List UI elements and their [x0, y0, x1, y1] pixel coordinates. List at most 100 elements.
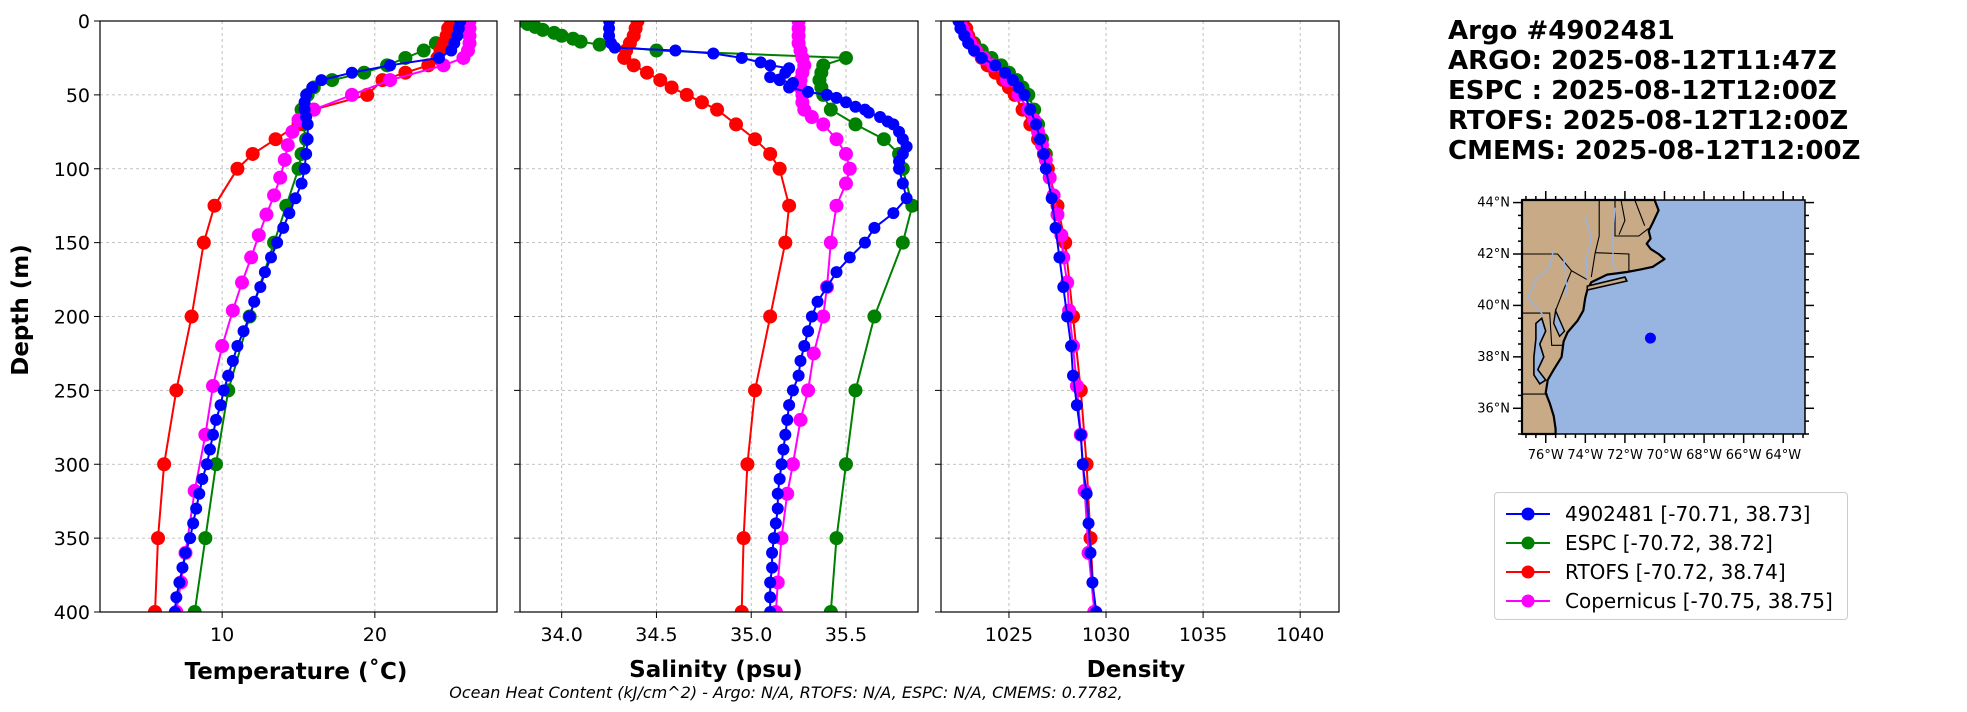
salinity-argo-point: [805, 310, 818, 323]
temperature-argo-point: [200, 458, 213, 471]
salinity-argo-point: [868, 221, 881, 234]
map-float-marker: [1644, 332, 1656, 344]
salinity-argo-point: [781, 413, 794, 426]
temperature-rtofs-point: [151, 531, 166, 546]
density-tick-label: 1025: [985, 624, 1033, 646]
espc-time: ESPC : 2025-08-12T12:00Z: [1448, 76, 1837, 106]
salinity-argo-point: [802, 325, 815, 338]
temperature-argo-point: [300, 147, 313, 160]
density-argo-point: [968, 44, 981, 57]
temperature-argo-point: [301, 133, 314, 146]
temperature-copernicus-point: [205, 378, 220, 393]
legend-item-rtofs: RTOFS [-70.72, 38.74]: [1503, 557, 1839, 586]
density-axis-label: Density: [1087, 657, 1186, 683]
density-argo-point: [1057, 280, 1070, 293]
temperature-rtofs-point: [207, 198, 222, 213]
density-argo-point: [1067, 369, 1080, 382]
salinity-espc-point: [867, 309, 882, 324]
map-river: [1527, 248, 1555, 317]
temperature-rtofs-point: [184, 309, 199, 324]
map-frame: [1521, 199, 1806, 435]
legend-label-espc: ESPC [-70.72, 38.72]: [1565, 530, 1773, 555]
legend-marker: [1506, 536, 1550, 549]
density-series-group: [952, 21, 1103, 612]
temperature-argo-point: [203, 443, 216, 456]
salinity-copernicus-point: [804, 110, 819, 125]
map-long-island: [1586, 276, 1629, 292]
salinity-argo-point: [792, 369, 805, 382]
density-argo-point: [999, 66, 1012, 79]
temperature-argo-point: [226, 354, 239, 367]
salinity-rtofs-point: [778, 235, 793, 250]
temperature-argo-point: [271, 236, 284, 249]
salinity-copernicus-point: [816, 117, 831, 132]
temperature-argo-point: [179, 546, 192, 559]
salinity-argo-point: [839, 96, 852, 109]
temperature-argo-point: [196, 473, 209, 486]
legend-marker-dot: [1521, 536, 1535, 549]
salinity-copernicus-point: [823, 235, 838, 250]
salinity-argo-point: [830, 266, 843, 279]
salinity-rtofs-point: [748, 383, 763, 398]
salinity-espc-point: [829, 531, 844, 546]
temperature-espc-point: [357, 65, 372, 80]
density-argo-point: [1039, 162, 1052, 175]
temperature-panel: 0 50 100 150 200 250 300 350 400 10 20: [54, 11, 498, 646]
temperature-copernicus-point: [383, 73, 398, 88]
salinity-panel: 34.0 34.5 35.0 35.5: [514, 20, 919, 646]
cmems-time: CMEMS: 2025-08-12T12:00Z: [1448, 136, 1861, 166]
salinity-tick-label: 35.0: [730, 624, 772, 646]
salinity-axis-label: Salinity (psu): [629, 657, 803, 683]
density-argo-point: [1065, 340, 1078, 353]
map-lon-label: 76°W: [1528, 448, 1564, 463]
salinity-argo-point: [707, 47, 720, 60]
temperature-copernicus-point: [344, 87, 359, 102]
temperature-argo-point: [254, 280, 267, 293]
temperature-espc-point: [209, 457, 224, 472]
salinity-rtofs-point: [736, 531, 751, 546]
density-argo-point: [1084, 546, 1097, 559]
map-state-border: [1595, 252, 1630, 272]
temperature-argo-point: [432, 51, 445, 64]
map-lat-label: 36°N: [1477, 401, 1510, 416]
temperature-argo-point: [237, 325, 250, 338]
salinity-copernicus-point: [838, 176, 853, 191]
map-lon-label: 70°W: [1647, 448, 1683, 463]
density-tick-label: 1030: [1082, 624, 1130, 646]
salinity-frame: [519, 20, 919, 613]
temperature-argo-point: [168, 606, 181, 612]
depth-tick-label: 400: [54, 602, 90, 624]
density-argo-point: [989, 59, 1002, 72]
temperature-argo-point: [231, 340, 244, 353]
salinity-espc-point: [554, 28, 569, 43]
rtofs-time: RTOFS: 2025-08-12T12:00Z: [1448, 106, 1849, 136]
temperature-copernicus-point: [456, 50, 471, 65]
map-state-border: [1618, 199, 1626, 235]
salinity-argo-point: [811, 295, 824, 308]
temperature-argo-point: [384, 59, 397, 72]
salinity-tick-label: 35.5: [825, 624, 867, 646]
salinity-tick-label: 34.0: [541, 624, 583, 646]
salinity-argo-point: [608, 41, 621, 54]
map-lon-label: 74°W: [1567, 448, 1603, 463]
salinity-rtofs-point: [763, 309, 778, 324]
legend-item-argo: 4902481 [-70.71, 38.73]: [1503, 499, 1839, 528]
legend-swatch-argo: [1503, 504, 1553, 524]
temperature-axis-label: Temperature (˚C): [185, 658, 408, 685]
salinity-espc-point: [823, 102, 838, 117]
legend-marker-dot: [1521, 594, 1535, 607]
temperature-argo-point: [301, 118, 314, 131]
temperature-copernicus-point: [244, 250, 259, 265]
density-argo-point: [975, 51, 988, 64]
density-argo-point: [1070, 399, 1083, 412]
salinity-argo-point: [821, 88, 834, 101]
salinity-espc-point: [848, 383, 863, 398]
legend-swatch-copernicus: [1503, 591, 1553, 611]
salinity-argo-point: [821, 280, 834, 293]
salinity-argo-point: [783, 399, 796, 412]
salinity-argo-point: [764, 59, 777, 72]
legend-marker-dot: [1521, 507, 1535, 520]
salinity-argo-point: [669, 44, 682, 57]
salinity-argo-point: [735, 51, 748, 64]
